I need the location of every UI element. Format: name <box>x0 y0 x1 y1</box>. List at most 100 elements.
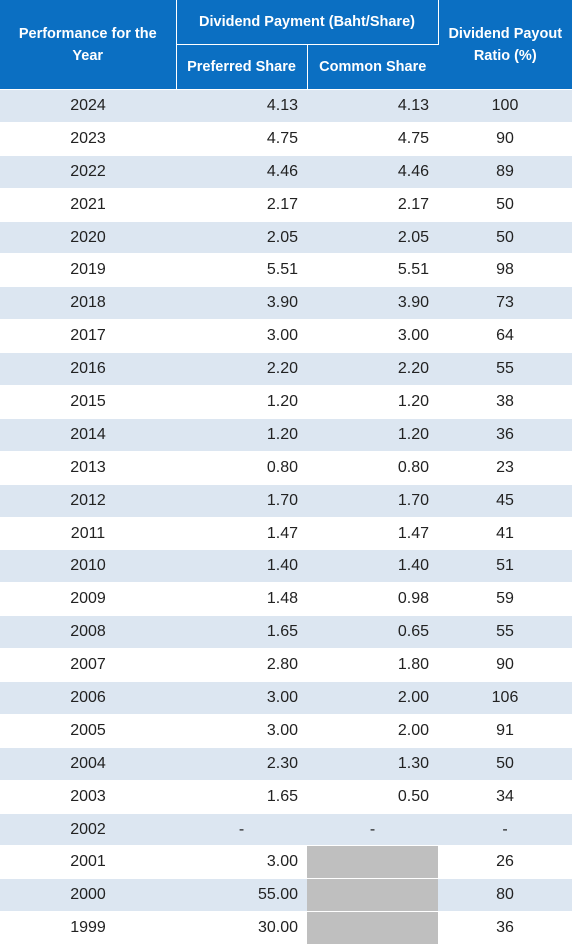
year-cell: 2006 <box>0 681 176 715</box>
payout-ratio-cell: 50 <box>438 188 572 222</box>
table-row: 2010 1.40 1.40 51 <box>0 549 572 584</box>
payout-ratio-cell: - <box>438 813 572 847</box>
year-cell: 2017 <box>0 319 176 354</box>
payout-ratio-cell: 89 <box>438 155 572 189</box>
year-cell: 2002 <box>0 813 176 847</box>
payout-ratio-cell: 36 <box>438 911 572 946</box>
common-share-cell: 0.50 <box>307 780 438 814</box>
table-row: 2023 4.75 4.75 90 <box>0 122 572 156</box>
table-body: 2024 4.13 4.13 100 2023 4.75 4.75 90 2022 4.46 4.4… <box>0 89 572 946</box>
year-cell: 2004 <box>0 747 176 781</box>
payout-ratio-cell: 50 <box>438 747 572 781</box>
header-year: Performance for the Year <box>0 0 177 90</box>
year-cell: 2007 <box>0 648 176 683</box>
year-cell: 2022 <box>0 155 176 189</box>
year-cell: 2010 <box>0 549 176 584</box>
header-common-share: Common Share <box>307 44 438 90</box>
preferred-share-cell: 5.51 <box>176 253 307 288</box>
common-share-cell: 2.20 <box>307 352 438 387</box>
preferred-share-cell: 0.80 <box>176 451 307 485</box>
payout-ratio-cell: 90 <box>438 648 572 683</box>
year-cell: 2005 <box>0 714 176 748</box>
table-row: 2005 3.00 2.00 91 <box>0 714 572 748</box>
common-share-cell: - <box>307 813 438 847</box>
preferred-share-cell: 2.20 <box>176 352 307 387</box>
table-row: 2019 5.51 5.51 98 <box>0 253 572 288</box>
payout-ratio-cell: 23 <box>438 451 572 485</box>
year-cell: 2001 <box>0 845 176 880</box>
preferred-share-cell: 1.48 <box>176 582 307 617</box>
payout-ratio-cell: 100 <box>438 89 572 123</box>
preferred-share-cell: 1.20 <box>176 385 307 419</box>
table-row: 2014 1.20 1.20 36 <box>0 418 572 452</box>
payout-ratio-cell: 59 <box>438 582 572 617</box>
preferred-share-cell: 1.70 <box>176 484 307 518</box>
preferred-share-cell: 1.65 <box>176 615 307 650</box>
payout-ratio-cell: 73 <box>438 286 572 321</box>
payout-ratio-cell: 55 <box>438 352 572 387</box>
payout-ratio-cell: 45 <box>438 484 572 518</box>
preferred-share-cell: 1.47 <box>176 517 307 551</box>
common-share-blank-cell <box>307 845 438 880</box>
preferred-share-cell: 3.00 <box>176 845 307 880</box>
year-cell: 2008 <box>0 615 176 650</box>
year-cell: 2023 <box>0 122 176 156</box>
header-dividend-payment: Dividend Payment (Baht/Share) <box>176 0 439 45</box>
payout-ratio-cell: 55 <box>438 615 572 650</box>
common-share-blank-cell <box>307 878 438 913</box>
table-row: 2009 1.48 0.98 59 <box>0 582 572 617</box>
year-cell: 2024 <box>0 89 176 123</box>
table-row: 2016 2.20 2.20 55 <box>0 352 572 387</box>
common-share-cell: 0.98 <box>307 582 438 617</box>
table-row: 2007 2.80 1.80 90 <box>0 648 572 683</box>
common-share-cell: 1.47 <box>307 517 438 551</box>
payout-ratio-cell: 90 <box>438 122 572 156</box>
table-row: 2002- - - <box>0 813 572 847</box>
year-cell: 2014 <box>0 418 176 452</box>
preferred-share-cell: - <box>176 813 307 847</box>
header-preferred-share: Preferred Share <box>176 44 308 90</box>
common-share-cell: 2.05 <box>307 221 438 255</box>
year-cell: 2021 <box>0 188 176 222</box>
table-row: 2008 1.65 0.65 55 <box>0 615 572 650</box>
common-share-cell: 5.51 <box>307 253 438 288</box>
payout-ratio-cell: 50 <box>438 221 572 255</box>
year-cell: 2003 <box>0 780 176 814</box>
table-row: 2021 2.17 2.17 50 <box>0 188 572 222</box>
payout-ratio-cell: 80 <box>438 878 572 913</box>
payout-ratio-cell: 36 <box>438 418 572 452</box>
preferred-share-cell: 30.00 <box>176 911 307 946</box>
table-row: 2011 1.47 1.47 41 <box>0 517 572 551</box>
table-row: 2022 4.46 4.46 89 <box>0 155 572 189</box>
payout-ratio-cell: 64 <box>438 319 572 354</box>
common-share-cell: 1.40 <box>307 549 438 584</box>
header-payout-ratio: Dividend Payout Ratio (%) <box>438 0 572 90</box>
table-row: 1999 30.00 36 <box>0 911 572 946</box>
table-row: 2004 2.30 1.30 50 <box>0 747 572 781</box>
table-row: 2015 1.20 1.20 38 <box>0 385 572 419</box>
table-row: 2013 0.80 0.80 23 <box>0 451 572 485</box>
common-share-blank-cell <box>307 911 438 946</box>
preferred-share-cell: 2.17 <box>176 188 307 222</box>
common-share-cell: 2.17 <box>307 188 438 222</box>
table-row: 2018 3.90 3.90 73 <box>0 286 572 321</box>
common-share-cell: 3.00 <box>307 319 438 354</box>
payout-ratio-cell: 26 <box>438 845 572 880</box>
common-share-cell: 4.75 <box>307 122 438 156</box>
common-share-cell: 1.30 <box>307 747 438 781</box>
table-row: 2024 4.13 4.13 100 <box>0 89 572 123</box>
year-cell: 2013 <box>0 451 176 485</box>
common-share-cell: 4.46 <box>307 155 438 189</box>
common-share-cell: 1.20 <box>307 418 438 452</box>
payout-ratio-cell: 34 <box>438 780 572 814</box>
year-cell: 1999 <box>0 911 176 946</box>
common-share-cell: 0.80 <box>307 451 438 485</box>
table-row: 2012 1.70 1.70 45 <box>0 484 572 518</box>
preferred-share-cell: 4.13 <box>176 89 307 123</box>
payout-ratio-cell: 106 <box>438 681 572 715</box>
year-cell: 2009 <box>0 582 176 617</box>
year-cell: 2012 <box>0 484 176 518</box>
payout-ratio-cell: 91 <box>438 714 572 748</box>
preferred-share-cell: 1.20 <box>176 418 307 452</box>
